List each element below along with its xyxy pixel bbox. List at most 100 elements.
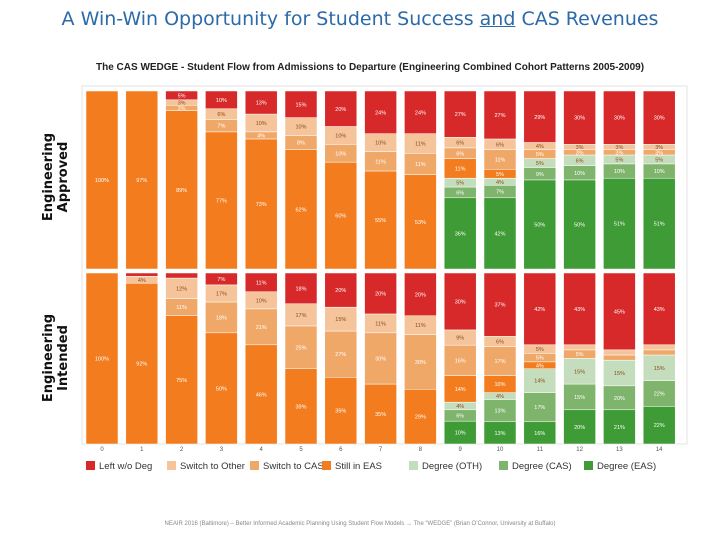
data-label-p1-b10-s0: 27% [494, 113, 505, 119]
data-label-p1-b14-s3: 5% [655, 158, 663, 164]
data-label-p2-b6-s0: 20% [335, 288, 346, 294]
bar-segment-p2-b7-s3 [364, 383, 397, 445]
x-tick-label: 7 [379, 447, 383, 453]
slide-title: A Win-Win Opportunity for Student Succes… [0, 8, 720, 30]
data-label-p2-b6-s3: 35% [335, 409, 346, 415]
legend-label-0: Left w/o Deg [99, 461, 152, 472]
data-label-p1-b2-s1: 3% [178, 101, 186, 107]
bar-segment-p2-b9-s3 [443, 375, 477, 403]
bar-segment-p2-b2-s3 [165, 315, 198, 445]
bar-segment-p2-b14-s2 [642, 349, 676, 356]
bar-segment-p2-b12-s0 [563, 272, 596, 346]
data-label-p1-b5-s0: 15% [295, 102, 306, 108]
data-label-p1-b10-s5: 7% [496, 190, 504, 196]
data-label-p2-b10-s6: 13% [494, 431, 505, 437]
data-label-p2-b5-s0: 18% [295, 286, 306, 292]
legend-swatch-3 [322, 461, 331, 470]
data-label-p2-b10-s1: 6% [496, 339, 504, 345]
bar-segment-p2-b2-s0 [165, 272, 198, 279]
bar-segment-p2-b12-s5 [563, 409, 596, 445]
data-label-p2-b14-s3: 15% [654, 366, 665, 372]
x-tick-label: 0 [100, 447, 104, 453]
data-label-p1-b14-s1: 3% [655, 145, 663, 151]
data-label-p1-b14-s5: 51% [654, 222, 665, 228]
data-label-p1-b11-s4: 9% [536, 172, 544, 178]
data-label-p2-b9-s5: 6% [456, 414, 464, 420]
bar-segment-p2-b14-s4 [642, 380, 676, 407]
bar-segment-p1-b3-s3 [205, 131, 238, 270]
data-label-p2-b11-s4: 14% [534, 379, 545, 385]
bar-segment-p2-b5-s2 [284, 325, 318, 370]
data-label-p2-b3-s3: 50% [216, 386, 227, 392]
data-label-p2-b5-s1: 17% [295, 313, 306, 319]
legend-label-5: Degree (CAS) [512, 461, 572, 472]
x-tick-label: 12 [576, 447, 583, 453]
data-label-p1-b2-s3: 89% [176, 188, 187, 194]
legend-label-6: Degree (EAS) [597, 461, 656, 472]
data-label-p2-b10-s0: 37% [494, 303, 505, 309]
data-label-p2-b9-s6: 10% [455, 431, 466, 437]
x-tick-label: 6 [339, 447, 343, 453]
data-label-p1-b6-s0: 20% [335, 107, 346, 113]
data-label-p1-b14-s2: 3% [655, 150, 663, 156]
bar-segment-p1-b7-s3 [364, 170, 397, 270]
bar-segment-p2-b9-s6 [443, 420, 477, 445]
bar-segment-p2-b12-s3 [563, 358, 596, 385]
bar-segment-p1-b10-s6 [483, 197, 517, 270]
data-label-p1-b4-s2: 4% [257, 134, 265, 140]
data-label-p1-b11-s2: 5% [536, 152, 544, 158]
bar-segment-p2-b8-s2 [404, 334, 437, 390]
data-label-p2-b14-s5: 22% [654, 423, 665, 429]
x-tick-label: 11 [537, 447, 544, 453]
data-label-p1-b13-s0: 30% [614, 116, 625, 122]
data-label-p1-b10-s6: 42% [494, 231, 505, 237]
data-label-p1-b12-s2: 3% [576, 150, 584, 156]
data-label-p2-b11-s3: 4% [536, 363, 544, 369]
data-label-p2-b9-s3: 14% [455, 387, 466, 393]
data-label-p2-b10-s5: 13% [494, 409, 505, 415]
data-label-p2-b5-s3: 39% [295, 404, 306, 410]
bar-segment-p1-b7-s0 [364, 90, 397, 134]
legend-swatch-4 [409, 461, 418, 470]
data-label-p2-b11-s5: 17% [534, 405, 545, 411]
bar-segment-p1-b11-s5 [523, 179, 557, 270]
slide-title-prefix: A Win-Win Opportunity for Student Succes… [61, 8, 480, 30]
x-tick-label: 1 [140, 447, 144, 453]
data-label-p1-b13-s1: 3% [615, 145, 623, 151]
bar-segment-p2-b13-s5 [603, 409, 636, 445]
data-label-p1-b10-s4: 4% [496, 180, 504, 186]
bar-segment-p2-b9-s0 [443, 272, 477, 331]
bar-segment-p2-b10-s6 [483, 421, 517, 445]
data-label-p2-b2-s2: 11% [176, 305, 187, 311]
footer-citation: NEAIR 2016 (Baltimore) – Better Informed… [164, 521, 556, 527]
data-label-p1-b2-s2: 3% [178, 106, 186, 112]
data-label-p1-b7-s3: 55% [375, 218, 386, 224]
bar-segment-p2-b11-s5 [523, 392, 557, 423]
bar-segment-p1-b14-s5 [642, 177, 676, 270]
data-label-p1-b13-s3: 5% [615, 158, 623, 164]
data-label-p2-b13-s3: 15% [614, 371, 625, 377]
bar-segment-p2-b3-s3 [205, 332, 238, 445]
bar-segment-p1-b13-s0 [603, 90, 636, 145]
bar-segment-p2-b8-s3 [404, 389, 437, 445]
data-label-p1-b6-s2: 10% [335, 151, 346, 157]
bar-segment-p1-b6-s0 [324, 90, 358, 127]
data-label-p2-b12-s2: 5% [576, 352, 584, 358]
data-label-p1-b9-s2: 6% [456, 151, 464, 157]
data-label-p2-b7-s3: 35% [375, 412, 386, 418]
data-label-p2-b10-s3: 10% [494, 382, 505, 388]
data-label-p2-b6-s1: 15% [335, 317, 346, 323]
data-label-p1-b7-s2: 11% [375, 159, 386, 165]
bar-segment-p2-b7-s2 [364, 332, 397, 385]
data-label-p1-b10-s2: 11% [495, 158, 506, 164]
data-label-p1-b14-s4: 10% [654, 169, 665, 175]
data-label-p2-b7-s0: 20% [375, 292, 386, 298]
legend-label-4: Degree (OTH) [422, 461, 482, 472]
data-label-p2-b12-s0: 43% [574, 307, 585, 313]
data-label-p2-b5-s2: 25% [295, 345, 306, 351]
bar-segment-p2-b4-s2 [244, 308, 278, 346]
bar-segment-p1-b12-s5 [563, 179, 596, 270]
data-label-p2-b1-s1: 4% [138, 278, 146, 284]
data-label-p1-b4-s3: 73% [256, 202, 267, 208]
legend-swatch-6 [584, 461, 593, 470]
